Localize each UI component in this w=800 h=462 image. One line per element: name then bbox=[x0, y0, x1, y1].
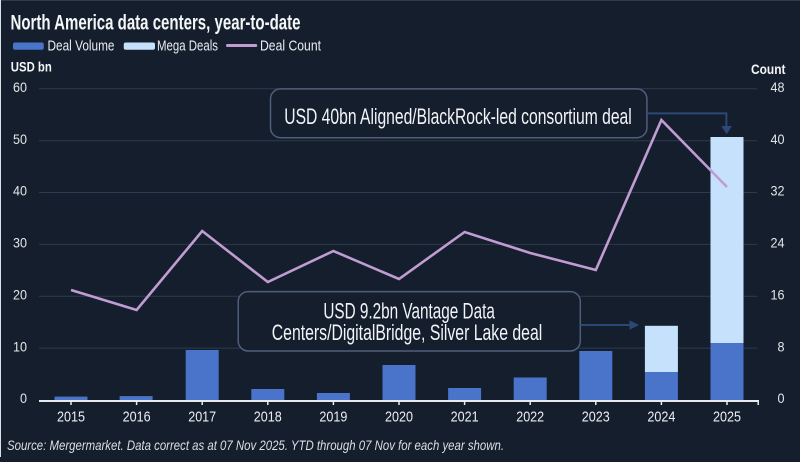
svg-text:Source: Mergermarket. Data cor: Source: Mergermarket. Data correct as at… bbox=[7, 437, 504, 453]
svg-text:20: 20 bbox=[13, 288, 27, 303]
svg-text:Centers/DigitalBridge, Silver: Centers/DigitalBridge, Silver Lake deal bbox=[272, 320, 543, 345]
svg-text:0: 0 bbox=[778, 391, 785, 406]
svg-text:2023: 2023 bbox=[582, 409, 610, 426]
svg-text:2015: 2015 bbox=[57, 409, 85, 426]
svg-text:2019: 2019 bbox=[319, 409, 347, 426]
svg-text:32: 32 bbox=[771, 184, 785, 199]
svg-text:2018: 2018 bbox=[254, 409, 282, 426]
svg-text:50: 50 bbox=[13, 132, 27, 147]
svg-text:USD 40bn Aligned/BlackRock-led: USD 40bn Aligned/BlackRock-led consortiu… bbox=[284, 104, 632, 129]
svg-text:USD bn: USD bn bbox=[11, 60, 52, 75]
svg-text:2020: 2020 bbox=[385, 409, 413, 426]
svg-text:North America data centers, ye: North America data centers, year-to-date bbox=[11, 12, 301, 35]
svg-text:2021: 2021 bbox=[451, 409, 479, 426]
svg-text:60: 60 bbox=[13, 80, 27, 95]
svg-text:8: 8 bbox=[778, 339, 785, 354]
svg-text:30: 30 bbox=[13, 236, 27, 251]
svg-text:Deal Volume: Deal Volume bbox=[48, 38, 115, 54]
svg-text:Count: Count bbox=[751, 62, 786, 77]
svg-text:2025: 2025 bbox=[713, 409, 741, 426]
svg-text:Deal Count: Deal Count bbox=[260, 38, 321, 54]
svg-text:0: 0 bbox=[20, 391, 27, 406]
svg-text:2022: 2022 bbox=[516, 409, 544, 426]
svg-text:16: 16 bbox=[771, 288, 785, 303]
svg-text:48: 48 bbox=[771, 80, 785, 95]
svg-text:Mega Deals: Mega Deals bbox=[157, 38, 218, 54]
svg-text:40: 40 bbox=[13, 184, 27, 199]
svg-text:2016: 2016 bbox=[123, 409, 151, 426]
svg-text:2017: 2017 bbox=[188, 409, 216, 426]
svg-text:USD 9.2bn Vantage Data: USD 9.2bn Vantage Data bbox=[323, 299, 495, 324]
svg-text:24: 24 bbox=[771, 236, 785, 251]
svg-text:40: 40 bbox=[771, 132, 785, 147]
svg-text:2024: 2024 bbox=[647, 409, 675, 426]
svg-text:10: 10 bbox=[13, 339, 27, 354]
